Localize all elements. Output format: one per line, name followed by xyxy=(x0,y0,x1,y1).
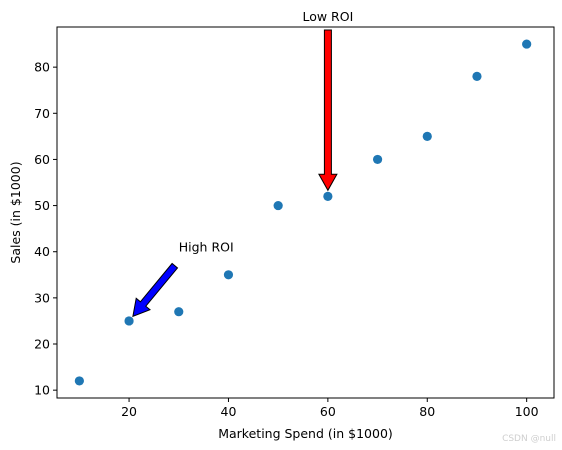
data-point xyxy=(472,71,482,81)
y-tick-label: 30 xyxy=(34,290,50,305)
y-axis-ticks: 10 20 30 40 50 60 70 80 xyxy=(34,60,57,398)
y-tick-label: 50 xyxy=(34,198,50,213)
annotation-label: Low ROI xyxy=(302,9,353,24)
x-axis-ticks: 20 40 60 80 100 xyxy=(121,398,539,419)
y-tick-label: 10 xyxy=(34,383,50,398)
data-point xyxy=(372,154,383,165)
y-axis-label: Sales (in $1000) xyxy=(8,161,23,263)
y-tick-label: 40 xyxy=(34,244,50,259)
x-tick-label: 100 xyxy=(515,404,539,419)
data-point xyxy=(223,270,234,280)
x-tick-label: 60 xyxy=(320,404,336,419)
annotation-label: High ROI xyxy=(179,240,234,255)
data-point xyxy=(422,131,432,141)
annotation-arrow xyxy=(132,262,179,318)
data-point xyxy=(522,39,532,49)
y-tick-label: 80 xyxy=(34,60,50,75)
data-point xyxy=(174,307,184,317)
annotation-arrow xyxy=(318,29,338,192)
x-tick-label: 80 xyxy=(419,404,435,419)
data-point xyxy=(124,316,134,326)
y-tick-label: 20 xyxy=(34,337,50,352)
plot-frame xyxy=(56,26,555,399)
data-point xyxy=(323,191,333,201)
data-point xyxy=(273,200,283,211)
watermark: CSDN @null xyxy=(502,434,556,444)
x-axis-label: Marketing Spend (in $1000) xyxy=(218,426,393,441)
data-point xyxy=(74,376,84,386)
x-tick-label: 40 xyxy=(221,404,237,419)
y-tick-label: 70 xyxy=(34,106,50,121)
y-tick-label: 60 xyxy=(34,152,50,167)
x-tick-label: 20 xyxy=(121,404,137,419)
